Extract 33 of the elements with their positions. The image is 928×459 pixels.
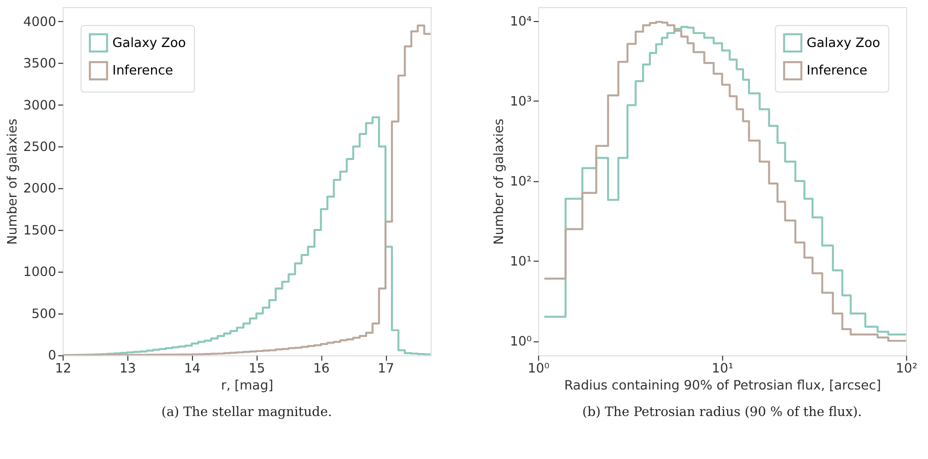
y-tick-label: 4000 xyxy=(23,14,56,30)
legend-label: Galaxy Zoo xyxy=(806,36,880,51)
text: (a) The stellar magnitude. xyxy=(161,404,332,420)
y-tick-label: 500 xyxy=(32,306,56,322)
y-axis-title: Number of galaxies xyxy=(492,118,508,245)
x-axis-title: Radius containing 90% of Petrosian flux, [arcsec] xyxy=(564,378,882,394)
x-axis-title: r, [mag] xyxy=(221,378,274,394)
y-tick-label: 10³ xyxy=(510,94,532,110)
x-tick-label: 14 xyxy=(184,362,201,377)
y-tick-label: 10² xyxy=(510,174,532,190)
y-tick-label: 10⁰ xyxy=(510,334,532,350)
x-tick-label: 10¹ xyxy=(712,362,734,377)
y-tick-label: 1000 xyxy=(23,265,56,280)
text: (b) The Petrosian radius (90 % of the flux). xyxy=(582,404,862,420)
y-tick-label: 3500 xyxy=(23,56,56,72)
y-tick-label: 2000 xyxy=(23,182,56,197)
legend-label: Inference xyxy=(806,64,868,79)
y-tick-label: 0 xyxy=(48,348,56,364)
x-tick-label: 10⁰ xyxy=(528,362,550,377)
y-tick-label: 10¹ xyxy=(510,254,532,270)
y-tick-label: 1500 xyxy=(23,223,56,238)
y-tick-label: 10⁴ xyxy=(510,14,532,30)
legend-label: Inference xyxy=(112,64,174,79)
x-tick-label: 12 xyxy=(54,362,72,377)
x-tick-label: 13 xyxy=(120,362,136,377)
x-tick-label: 15 xyxy=(248,362,266,377)
x-tick-label: 10² xyxy=(896,362,918,377)
y-tick-label: 3000 xyxy=(23,98,56,114)
legend-label: Galaxy Zoo xyxy=(112,36,186,51)
y-tick-label: 2500 xyxy=(23,140,56,155)
x-tick-label: 17 xyxy=(378,362,394,377)
y-axis-title: Number of galaxies xyxy=(5,118,20,245)
x-tick-label: 16 xyxy=(313,362,330,377)
